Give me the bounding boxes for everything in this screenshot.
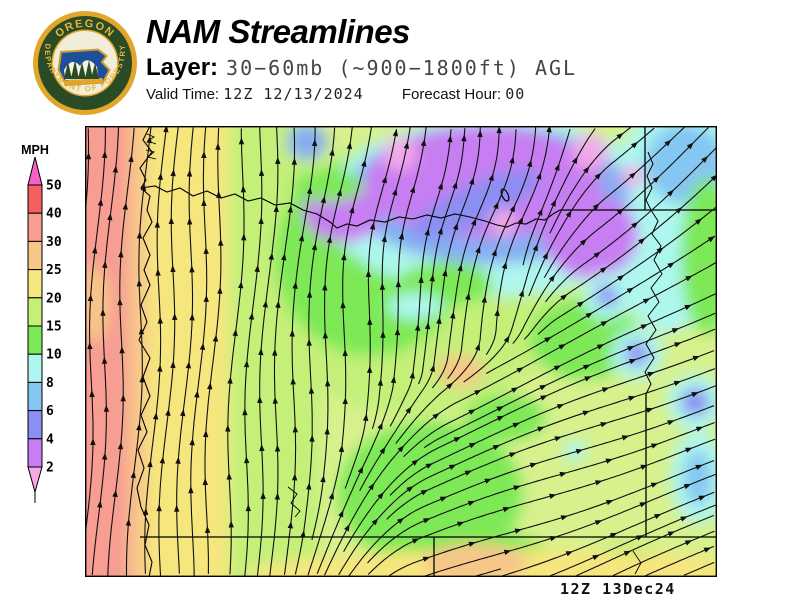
legend-unit-label: MPH — [21, 143, 49, 157]
legend-tick: 6 — [46, 404, 54, 419]
legend-tick: 4 — [46, 432, 54, 447]
legend-tick: 25 — [46, 263, 62, 278]
eddy-marker — [500, 188, 510, 202]
legend-tick: 10 — [46, 348, 62, 363]
map-svg — [84, 125, 717, 578]
legend-tick: 50 — [46, 179, 62, 194]
valid-time-label: Valid Time: — [146, 86, 220, 103]
layer-line: Layer: 30−60mb (~900−1800ft) AGL — [146, 54, 577, 82]
columbia-river — [140, 185, 561, 229]
page-title: NAM Streamlines — [146, 13, 410, 50]
time-line: Valid Time: 12Z 12/13/2024 Forecast Hour… — [146, 85, 577, 103]
valid-time-value: 12Z 12/13/2024 — [223, 85, 364, 103]
legend-tick: 40 — [46, 207, 62, 222]
coastline — [136, 126, 153, 577]
odf-logo: OREGON DEPARTMENT OF FORESTRY — [33, 11, 137, 115]
wind-speed-legend: MPH 50 40 30 25 20 15 10 8 6 4 2 — [21, 143, 62, 503]
map-border — [84, 125, 717, 578]
layer-value: 30−60mb (~900−1800ft) AGL — [226, 56, 578, 80]
header: NAM Streamlines Layer: 30−60mb (~900−1800… — [146, 13, 577, 104]
layer-label: Layer: — [146, 54, 219, 81]
snake-river — [644, 151, 663, 395]
streamline-map — [84, 125, 717, 578]
legend-colorbar — [27, 156, 43, 503]
legend-tick: 15 — [46, 320, 62, 335]
streamlines-layer — [85, 126, 717, 577]
legend-tick: 20 — [46, 291, 62, 306]
streamline-arrowheads — [85, 126, 717, 562]
legend-tick-labels: 50 40 30 25 20 15 10 8 6 4 2 — [46, 179, 62, 476]
legend-tick: 30 — [46, 235, 62, 250]
geography-layer — [136, 126, 717, 577]
legend-tick: 8 — [46, 376, 54, 391]
logo-trees — [64, 60, 99, 79]
logo-state-emblem — [57, 48, 111, 87]
legend-tick: 2 — [46, 461, 54, 476]
forecast-hour-value: 00 — [505, 85, 526, 103]
map-timestamp: 12Z 13Dec24 — [560, 580, 676, 598]
forecast-hour-label: Forecast Hour: — [401, 86, 502, 103]
